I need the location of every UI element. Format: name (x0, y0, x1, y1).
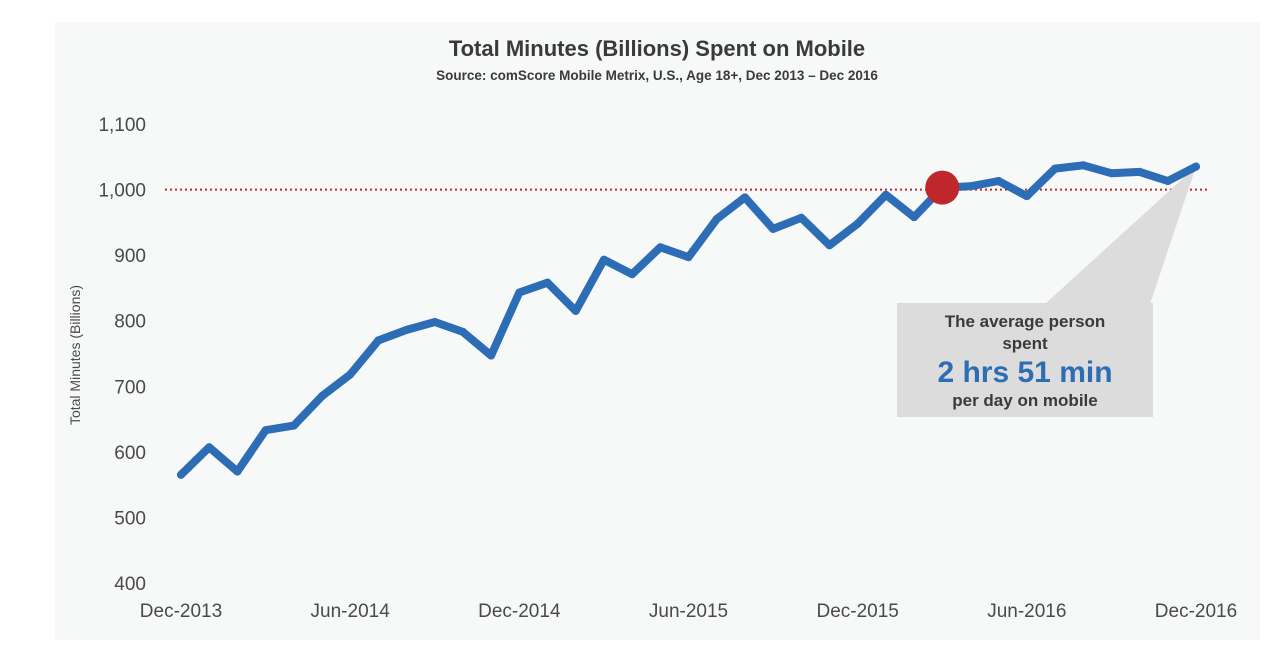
data-point (628, 270, 637, 279)
data-point (1135, 167, 1144, 176)
x-tick-label: Jun-2014 (311, 601, 391, 622)
y-tick-label: 800 (114, 312, 146, 333)
highlight-point (925, 170, 960, 205)
data-point (1051, 164, 1060, 173)
data-point (402, 325, 411, 334)
y-axis-label: Total Minutes (Billions) (67, 285, 83, 425)
data-point (571, 306, 580, 315)
data-point (233, 467, 242, 476)
data-point (994, 177, 1003, 186)
data-point (261, 426, 270, 435)
data-point (797, 213, 806, 222)
data-point (740, 193, 749, 202)
data-point (205, 443, 214, 452)
chart-title: Total Minutes (Billions) Spent on Mobile (449, 36, 865, 61)
y-tick-label: 900 (114, 246, 146, 267)
data-point (910, 213, 919, 222)
data-point (1107, 169, 1116, 178)
data-point (825, 241, 834, 250)
data-point (430, 318, 439, 327)
callout-line2: spent (1002, 334, 1048, 353)
chart-subtitle: Source: comScore Mobile Metrix, U.S., Ag… (436, 68, 878, 83)
y-tick-label: 400 (114, 574, 146, 595)
callout-line3: per day on mobile (952, 391, 1097, 410)
y-tick-label: 500 (114, 508, 146, 529)
data-point (374, 336, 383, 345)
x-tick-label: Dec-2016 (1155, 601, 1237, 622)
x-tick-label: Dec-2015 (816, 601, 898, 622)
data-point (712, 215, 721, 224)
y-tick-label: 700 (114, 377, 146, 398)
y-axis-ticks: 400 500 600 700 800 900 1,000 1,100 (98, 115, 146, 595)
data-point (1079, 161, 1088, 170)
series-points (177, 161, 1200, 479)
data-point (966, 182, 975, 191)
data-point (289, 421, 298, 430)
data-point (1022, 192, 1031, 201)
data-point (656, 243, 665, 252)
callout-line1: The average person (945, 312, 1106, 331)
data-point (515, 288, 524, 297)
data-point (853, 219, 862, 228)
data-point (487, 351, 496, 360)
y-tick-label: 1,000 (98, 181, 146, 202)
x-axis-ticks: Dec-2013 Jun-2014 Dec-2014 Jun-2015 Dec-2015… (140, 601, 1237, 622)
callout-highlight: 2 hrs 51 min (937, 356, 1112, 389)
y-tick-label: 1,100 (98, 115, 146, 136)
data-point (1163, 177, 1172, 186)
x-tick-label: Jun-2015 (649, 601, 728, 622)
data-point (769, 224, 778, 233)
data-point (1192, 162, 1200, 171)
x-tick-label: Dec-2014 (478, 601, 561, 622)
callout-pointer (1045, 166, 1196, 304)
callout-box: The average person spent 2 hrs 51 min pe… (897, 303, 1153, 417)
data-point (458, 327, 467, 336)
data-point (317, 392, 326, 401)
data-point (346, 370, 355, 379)
data-point (543, 278, 552, 287)
data-point (599, 255, 608, 264)
data-point (881, 190, 890, 199)
data-point (177, 470, 185, 479)
x-tick-label: Dec-2013 (140, 601, 222, 622)
data-point (684, 253, 693, 262)
callout-background (897, 303, 1153, 417)
x-tick-label: Jun-2016 (987, 601, 1066, 622)
y-tick-label: 600 (114, 443, 146, 464)
